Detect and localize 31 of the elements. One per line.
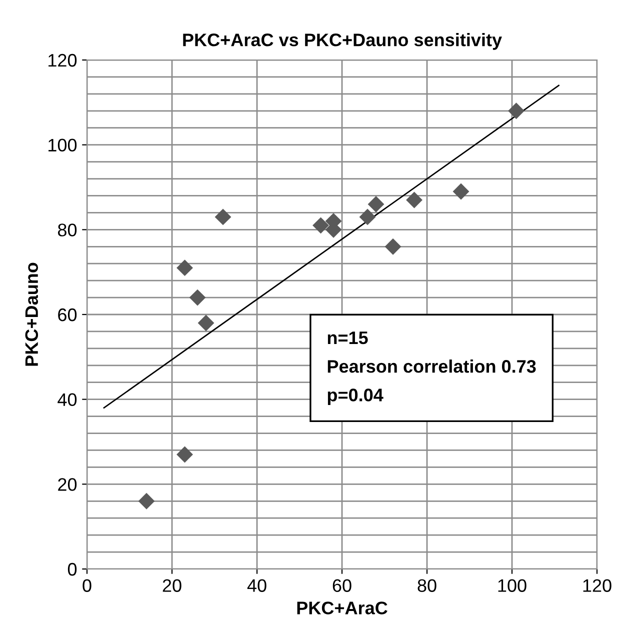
y-tick-label: 0	[68, 562, 77, 576]
point	[214, 208, 232, 226]
y-tick-label: 20	[58, 478, 77, 491]
point	[406, 192, 422, 208]
x-axis-title: PKC+AraC	[297, 602, 388, 614]
point	[359, 208, 376, 226]
y-tick-label: 80	[58, 224, 77, 236]
x-tick-label: 80	[418, 579, 436, 592]
x-tick-label: 60	[332, 579, 352, 592]
y-tick-label: 100	[48, 138, 77, 152]
chart-title: PKC+AraC vs PKC+Dauno sensitivity	[183, 33, 502, 50]
annotation: n=15 Pearson correlation 0.73 p=0.04	[328, 332, 536, 405]
point	[198, 314, 214, 332]
point	[452, 183, 470, 200]
y-tick-label: 120	[48, 54, 77, 67]
x-tick-label: 100	[498, 579, 526, 592]
point	[189, 289, 206, 306]
point	[368, 196, 384, 212]
point	[508, 102, 524, 120]
point	[384, 238, 402, 255]
point	[312, 217, 329, 234]
x-tick-label: 120	[583, 579, 612, 592]
y-tick-label: 60	[58, 308, 77, 322]
x-tick-label: 0	[82, 579, 92, 592]
x-tick-label: 20	[162, 579, 182, 592]
y-tick-label: 40	[58, 393, 77, 406]
point	[176, 446, 193, 463]
point	[176, 260, 193, 276]
x-tick-label: 40	[247, 579, 266, 592]
y-axis-title: PKC+Dauno	[25, 262, 38, 366]
point	[138, 492, 155, 510]
